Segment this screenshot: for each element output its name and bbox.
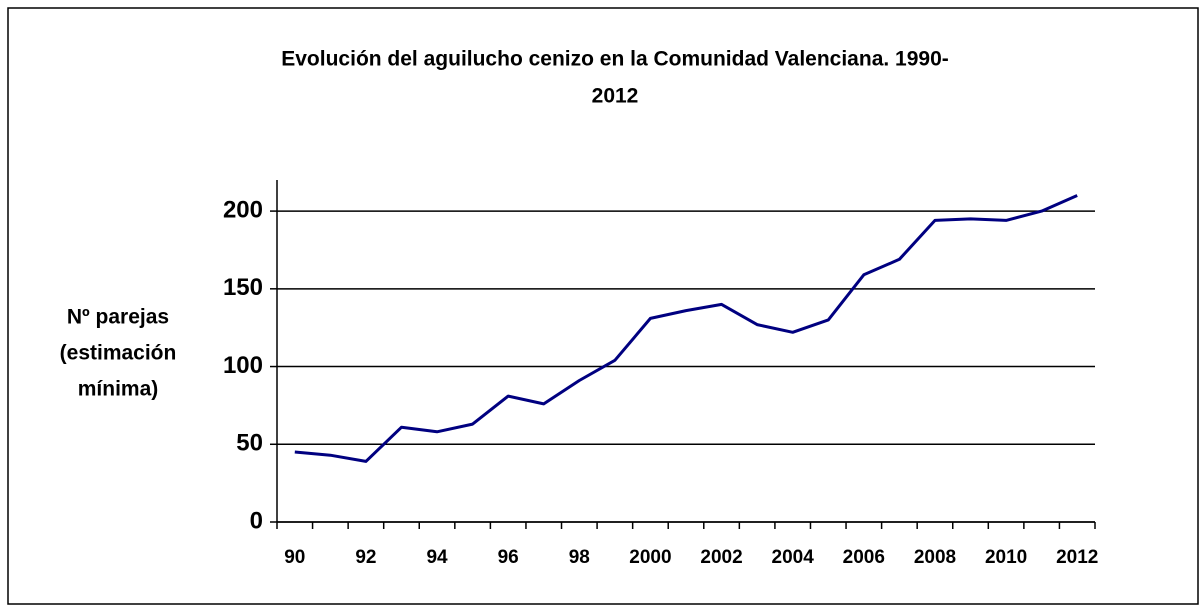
y-tick-label: 50 bbox=[236, 430, 263, 457]
y-tick-label: 200 bbox=[223, 196, 263, 223]
chart-title: 2012 bbox=[592, 85, 639, 108]
y-axis-label: mínima) bbox=[78, 378, 159, 401]
x-tick-label: 2012 bbox=[1056, 547, 1098, 568]
y-axis-label: (estimación bbox=[60, 342, 177, 365]
x-tick-label: 90 bbox=[284, 547, 305, 568]
x-tick-label: 2010 bbox=[985, 547, 1027, 568]
x-tick-label: 2004 bbox=[772, 547, 815, 568]
x-tick-label: 2002 bbox=[700, 547, 742, 568]
data-line bbox=[294, 194, 1078, 463]
x-tick-label: 96 bbox=[498, 547, 519, 568]
x-tick-label: 2006 bbox=[843, 547, 885, 568]
x-tick-label: 94 bbox=[426, 547, 448, 568]
x-tick-label: 92 bbox=[355, 547, 376, 568]
chart-border bbox=[7, 7, 1199, 605]
chart-title: Evolución del aguilucho cenizo en la Com… bbox=[281, 48, 949, 71]
y-tick-label: 0 bbox=[250, 507, 263, 534]
y-axis-label: Nº parejas bbox=[67, 306, 169, 329]
x-tick-label: 2008 bbox=[914, 547, 956, 568]
y-tick-label: 150 bbox=[223, 274, 263, 301]
y-tick-label: 100 bbox=[223, 352, 263, 379]
x-tick-label: 2000 bbox=[629, 547, 671, 568]
x-tick-label: 98 bbox=[569, 547, 590, 568]
